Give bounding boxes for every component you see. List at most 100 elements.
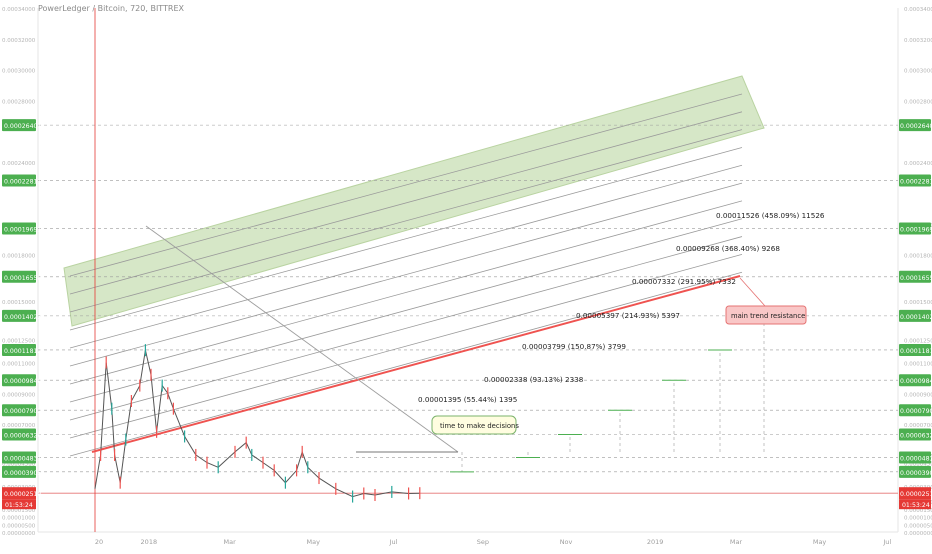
price-level-badge-left (2, 428, 36, 441)
price-level-label-left: 0.00011812 (4, 348, 41, 355)
x-tick-label: Mar (224, 538, 237, 546)
target-label: 0.00005397 (214.93%) 5397 (576, 311, 680, 320)
price-level-badge-left (2, 465, 36, 478)
countdown-label-right: 01:53:24 (902, 502, 930, 509)
fan-line (69, 111, 743, 295)
target-label: 0.00001395 (55.44%) 1395 (418, 395, 517, 404)
y-tick-label-right: 0.00024000 (904, 161, 932, 167)
price-level-label-left: 0.00026401 (4, 123, 41, 130)
x-tick-label: 20 (95, 538, 103, 546)
y-tick-label-left: 0.00030000 (2, 69, 36, 75)
fan-line (69, 271, 743, 457)
price-level-label-left: 0.00022811 (4, 178, 41, 185)
decisions-callout-text: time to make decisions (440, 422, 519, 430)
price-level-label-left: 0.00003905 (4, 470, 41, 477)
fan-line (69, 182, 743, 367)
y-tick-label-right: 0.00001500 (904, 508, 932, 514)
resistance-callout-box (725, 305, 807, 325)
y-tick-label-left: 0.00001500 (2, 508, 36, 514)
price-level-badge-left (2, 270, 36, 283)
price-level-label-right: 0.00016558 (900, 275, 932, 282)
x-tick-label: 2018 (141, 538, 158, 546)
countdown-badge-left (2, 499, 36, 510)
resistance-callout-text: main trend resistance (731, 312, 805, 320)
price-level-badge-left (2, 404, 36, 417)
y-tick-label-right: 0.00011000 (904, 361, 932, 367)
x-tick-label: 2019 (647, 538, 664, 546)
y-tick-label-left: 0.00004500 (2, 462, 36, 468)
fan-line (69, 253, 743, 439)
fan-line (69, 218, 743, 403)
y-tick-label-left: 0.00012500 (2, 338, 36, 344)
price-level-label-right: 0.00011812 (900, 348, 932, 355)
price-level-badge-left (2, 309, 36, 322)
y-tick-label-right: 0.00004500 (904, 462, 932, 468)
y-tick-label-right: 0.00007000 (904, 423, 932, 429)
y-tick-label-right: 0.00028000 (904, 99, 932, 105)
price-level-label-left: 0.00007902 (4, 408, 41, 415)
price-level-badge-left (2, 374, 36, 387)
y-tick-label-left: 0.00024000 (2, 161, 36, 167)
y-tick-label-left: 0.00034000 (2, 7, 36, 13)
price-level-badge-right (899, 270, 931, 283)
y-tick-label-left: 0.00015000 (2, 300, 36, 306)
price-level-badge-right (899, 451, 931, 464)
price-level-label-right: 0.00026401 (900, 123, 932, 130)
y-tick-label-left: 0.00007000 (2, 423, 36, 429)
y-tick-label-left: 0.00018000 (2, 254, 36, 260)
y-tick-label-left: 0.00009000 (2, 392, 36, 398)
current-price-badge-left (2, 487, 36, 500)
countdown-label-left: 01:53:24 (5, 502, 33, 509)
y-tick-label-right: 0.00034000 (904, 7, 932, 13)
price-level-label-left: 0.00006326 (4, 433, 41, 440)
x-tick-label: Jul (882, 538, 891, 546)
fan-line (69, 93, 743, 277)
y-tick-label-left: 0.00028000 (2, 99, 36, 105)
y-tick-label-right: 0.00030000 (904, 69, 932, 75)
y-tick-label-right: 0.00032000 (904, 38, 932, 44)
price-level-badge-right (899, 343, 931, 356)
price-level-label-right: 0.00014023 (900, 314, 932, 321)
x-tick-label: Sep (477, 538, 489, 546)
target-label: 0.00002338 (93.13%) 2338 (484, 375, 584, 384)
fan-line (69, 164, 743, 349)
price-level-label-right: 0.00003905 (900, 470, 932, 477)
y-tick-label-left: 0.00000000 (2, 531, 36, 537)
price-level-badge-right (899, 174, 931, 187)
y-tick-label-right: 0.00000500 (904, 523, 932, 529)
price-level-label-right: 0.00019691 (900, 227, 932, 234)
current-price-label-right: 0.00002518 (900, 491, 932, 498)
target-label: 0.00007332 (291.95%) 7332 (632, 277, 736, 286)
fan-line (69, 236, 743, 421)
price-level-badge-right (899, 428, 931, 441)
y-tick-label-left: 0.00011000 (2, 361, 36, 367)
price-level-badge-right (899, 374, 931, 387)
price-level-badge-left (2, 119, 36, 132)
y-tick-label-left: 0.00032000 (2, 38, 36, 44)
fan-line (69, 147, 743, 331)
x-tick-label: May (307, 538, 321, 546)
current-price-label-left: 0.00002518 (4, 491, 41, 498)
price-level-label-left: 0.00004831 (4, 456, 41, 463)
x-tick-label: Jul (389, 538, 398, 546)
countdown-badge-right (899, 499, 931, 510)
price-level-label-left: 0.00014023 (4, 314, 41, 321)
price-level-badge-left (2, 343, 36, 356)
target-label: 0.00003799 (150.87%) 3799 (522, 342, 626, 351)
x-tick-label: Mar (730, 538, 743, 546)
price-level-badge-left (2, 222, 36, 235)
decisions-callout-box (431, 415, 517, 435)
fan-line (69, 129, 743, 313)
price-level-badge-right (899, 309, 931, 322)
price-series-line (94, 349, 420, 498)
price-level-badge-left (2, 451, 36, 464)
price-level-badge-right (899, 119, 931, 132)
y-tick-label-right: 0.00000000 (904, 531, 932, 537)
y-tick-label-right: 0.00012500 (904, 338, 932, 344)
fan-line (69, 200, 743, 385)
price-level-label-right: 0.00004831 (900, 456, 932, 463)
chart-title: PowerLedger / Bitcoin, 720, BITTREX (38, 4, 185, 13)
price-level-label-left: 0.00019691 (4, 227, 41, 234)
y-tick-label-left: 0.00000500 (2, 523, 36, 529)
